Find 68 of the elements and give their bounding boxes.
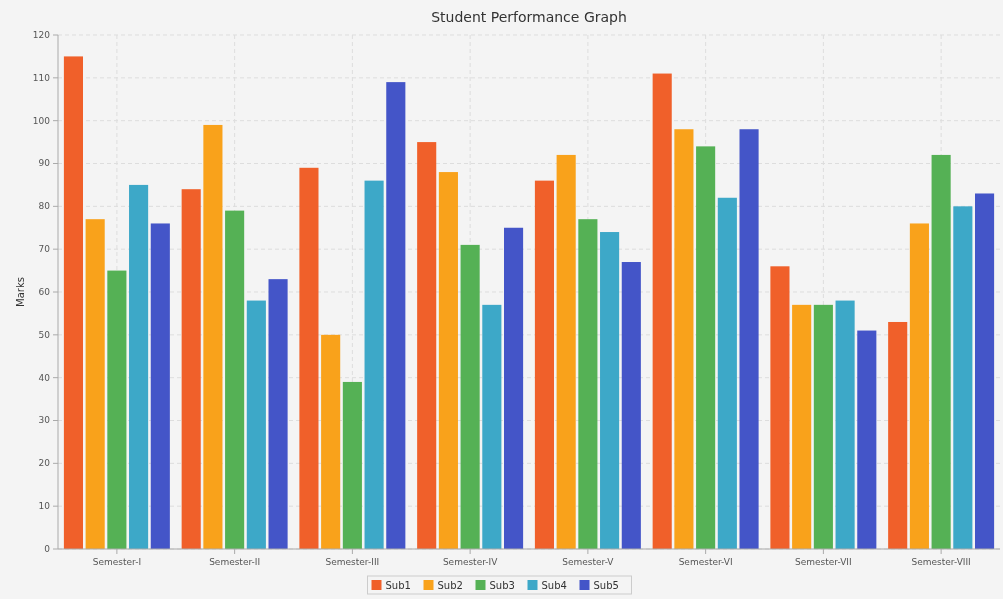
bar	[107, 270, 127, 549]
bar	[792, 304, 812, 549]
x-tick-label: Semester-V	[562, 557, 615, 567]
chart-title: Student Performance Graph	[431, 9, 627, 25]
y-tick-label: 100	[32, 115, 51, 126]
bar	[85, 219, 105, 549]
bar	[888, 321, 908, 549]
bar	[225, 210, 245, 549]
bar	[652, 73, 672, 549]
y-tick-label: 120	[32, 29, 51, 40]
y-tick-label: 10	[38, 501, 51, 512]
legend-label: Sub4	[541, 580, 567, 591]
y-tick-label: 80	[38, 201, 51, 212]
y-tick-label: 20	[38, 458, 51, 469]
y-tick-label: 60	[38, 286, 51, 297]
x-tick-label: Semester-VII	[795, 557, 852, 567]
legend-label: Sub1	[385, 580, 411, 591]
legend-label: Sub5	[593, 580, 619, 591]
bar	[63, 56, 83, 549]
bar	[739, 129, 759, 549]
y-axis-title: Marks	[15, 277, 26, 307]
bar	[364, 180, 384, 549]
bar	[953, 206, 973, 549]
bar	[150, 223, 170, 549]
bar	[931, 154, 951, 549]
bar	[857, 330, 877, 549]
bar	[909, 223, 929, 549]
bar	[268, 279, 288, 549]
legend-label: Sub3	[489, 580, 515, 591]
bar	[203, 124, 223, 549]
bar	[129, 184, 149, 549]
x-tick-label: Semester-VIII	[911, 557, 971, 567]
bar	[181, 189, 201, 549]
bar	[770, 266, 790, 549]
bar	[975, 193, 995, 549]
bar	[534, 180, 554, 549]
bar	[321, 334, 341, 549]
bar	[600, 232, 620, 549]
x-tick-label: Semester-III	[325, 557, 380, 567]
bar	[299, 167, 319, 549]
bar	[342, 381, 362, 549]
bar	[246, 300, 266, 549]
bar	[386, 82, 406, 549]
bar	[438, 172, 458, 549]
y-tick-label: 90	[38, 158, 51, 169]
bar	[556, 154, 576, 549]
legend-label: Sub2	[437, 580, 463, 591]
bar	[813, 304, 833, 549]
x-tick-label: Semester-II	[209, 557, 261, 567]
y-tick-label: 110	[32, 72, 51, 83]
bar	[621, 262, 641, 549]
bar	[835, 300, 855, 549]
x-tick-label: Semester-I	[92, 557, 142, 567]
x-tick-label: Semester-IV	[442, 557, 499, 567]
y-tick-label: 70	[38, 244, 51, 255]
bar	[696, 146, 716, 549]
bar	[674, 129, 694, 549]
bar	[417, 142, 437, 549]
y-tick-label: 0	[44, 543, 51, 554]
bar	[578, 219, 598, 549]
x-tick-label: Semester-VI	[678, 557, 733, 567]
bar	[460, 244, 480, 549]
bar	[504, 227, 524, 549]
bar	[717, 197, 737, 549]
bar	[482, 304, 502, 549]
y-tick-label: 40	[38, 372, 51, 383]
y-tick-label: 50	[38, 329, 51, 340]
y-tick-label: 30	[38, 415, 51, 426]
